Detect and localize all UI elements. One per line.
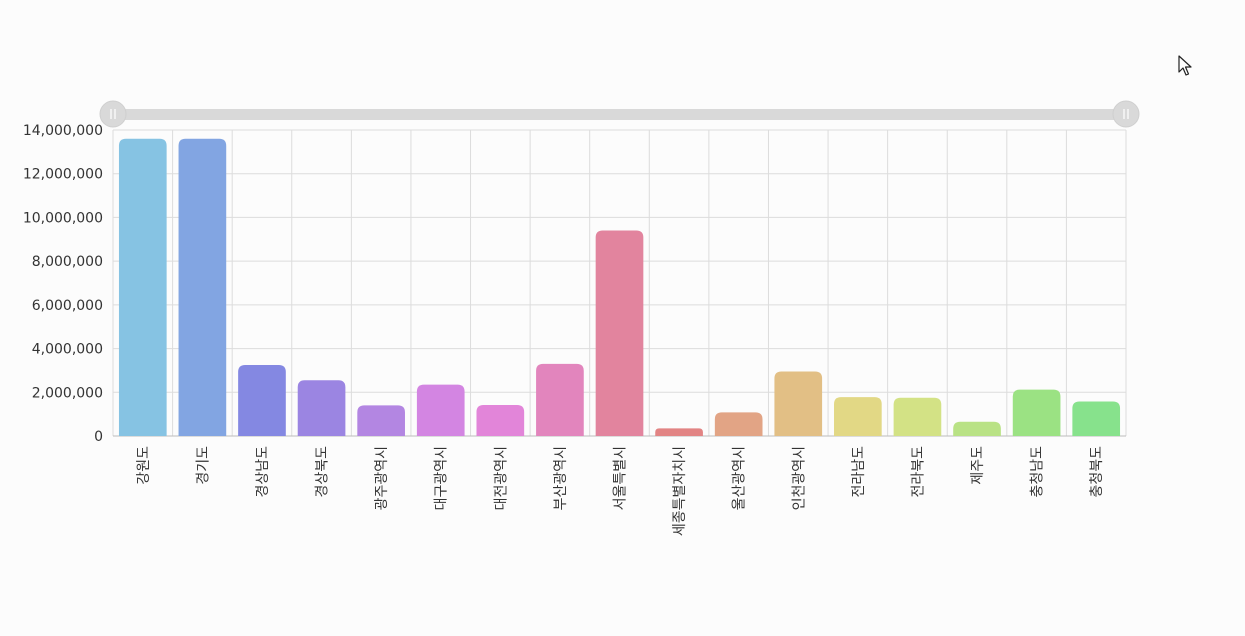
zoom-slider[interactable] <box>99 100 1140 128</box>
bar[interactable] <box>953 421 1001 436</box>
bar[interactable] <box>178 138 227 436</box>
x-tick-label: 전라남도 <box>851 446 867 498</box>
bar[interactable] <box>118 138 167 436</box>
x-tick-label: 경상북도 <box>315 446 331 498</box>
y-tick-label: 10,000,000 <box>23 210 103 226</box>
zoom-slider-handle[interactable] <box>1112 100 1140 128</box>
y-tick-label: 12,000,000 <box>23 167 103 183</box>
bar[interactable] <box>238 364 286 436</box>
y-axis: 0 2,000,000 4,000,000 6,000,000 8,000,000 10,… <box>23 123 103 445</box>
bar[interactable] <box>714 412 763 436</box>
bar[interactable] <box>536 363 584 436</box>
x-tick-label: 경기도 <box>195 446 211 485</box>
bar[interactable] <box>774 371 823 436</box>
y-tick-label: 14,000,000 <box>23 123 103 139</box>
x-tick-label: 대전광역시 <box>493 446 509 510</box>
y-tick-label: 0 <box>94 429 103 445</box>
bar[interactable] <box>297 380 346 436</box>
y-tick-label: 8,000,000 <box>32 254 103 270</box>
y-tick-label: 4,000,000 <box>32 342 103 358</box>
bar[interactable] <box>416 384 465 436</box>
bar[interactable] <box>834 397 882 436</box>
y-tick-label: 2,000,000 <box>32 385 103 401</box>
mouse-pointer-icon <box>1178 55 1192 76</box>
x-tick-label: 충청북도 <box>1089 446 1105 498</box>
x-tick-label: 충청남도 <box>1030 446 1046 498</box>
x-axis: 강원도 경기도 경상남도 경상북도 광주광역시 대구광역시 대전광역시 부산광역시 서울특별시 세… <box>136 446 1105 536</box>
x-tick-label: 전라북도 <box>910 446 926 498</box>
zoom-slider-handle[interactable] <box>99 100 127 128</box>
bar[interactable] <box>357 405 405 436</box>
bar[interactable] <box>476 404 525 436</box>
bar[interactable] <box>655 428 703 436</box>
x-tick-label: 강원도 <box>136 446 152 485</box>
x-tick-label: 세종특별자치시 <box>672 446 688 536</box>
x-tick-label: 인천광역시 <box>791 446 807 510</box>
x-tick-label: 광주광역시 <box>374 446 390 510</box>
y-tick-label: 6,000,000 <box>32 298 103 314</box>
x-tick-label: 대구광역시 <box>434 446 450 510</box>
zoom-slider-track[interactable] <box>113 109 1126 120</box>
x-tick-label: 서울특별시 <box>613 446 629 510</box>
bar[interactable] <box>1012 389 1061 436</box>
bars <box>118 138 1121 436</box>
x-tick-label: 울산광역시 <box>732 446 748 510</box>
bar[interactable] <box>595 230 644 436</box>
x-tick-label: 제주도 <box>970 446 986 485</box>
x-tick-label: 부산광역시 <box>553 446 569 510</box>
x-tick-label: 경상남도 <box>255 446 271 498</box>
bar[interactable] <box>1072 401 1121 436</box>
bar[interactable] <box>893 397 942 436</box>
